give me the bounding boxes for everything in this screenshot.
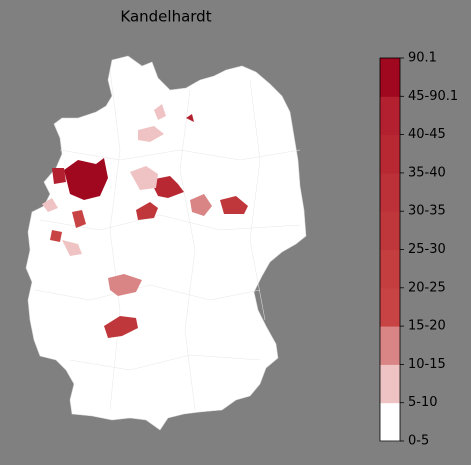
colorbar-band bbox=[380, 58, 400, 97]
colorbar-label: 15-20 bbox=[408, 319, 446, 334]
map-title: Kandelhardt bbox=[120, 8, 211, 26]
district-borders bbox=[34, 69, 301, 411]
colorbar-band bbox=[380, 364, 400, 404]
country-outline bbox=[25, 55, 307, 431]
colorbar-band bbox=[380, 402, 400, 442]
colorbar-label: 5-10 bbox=[408, 395, 438, 410]
colorbar-band bbox=[380, 172, 400, 212]
colorbar-label: 20-25 bbox=[408, 280, 446, 295]
colorbar-label: 45-90.1 bbox=[408, 89, 458, 104]
colorbar-band bbox=[380, 211, 400, 250]
colorbar: 0-5 5-10 10-15 15-20 20-25 25-30 30-35 35-40 40-… bbox=[379, 51, 458, 449]
colorbar-label: 10-15 bbox=[408, 357, 446, 372]
colorbar-label: 0-5 bbox=[408, 434, 429, 449]
colorbar-band bbox=[380, 134, 400, 174]
colorbar-label: 40-45 bbox=[408, 127, 446, 142]
colorbar-band bbox=[380, 249, 400, 289]
highlighted-regions bbox=[42, 104, 248, 338]
colorbar-band bbox=[380, 96, 400, 136]
colorbar-label: 35-40 bbox=[408, 165, 446, 180]
colorbar-label: 90.1 bbox=[408, 51, 437, 66]
germany-map bbox=[25, 55, 307, 431]
colorbar-label: 25-30 bbox=[408, 242, 446, 257]
colorbar-label: 30-35 bbox=[408, 204, 446, 219]
colorbar-band bbox=[380, 326, 400, 365]
colorbar-band bbox=[380, 287, 400, 327]
